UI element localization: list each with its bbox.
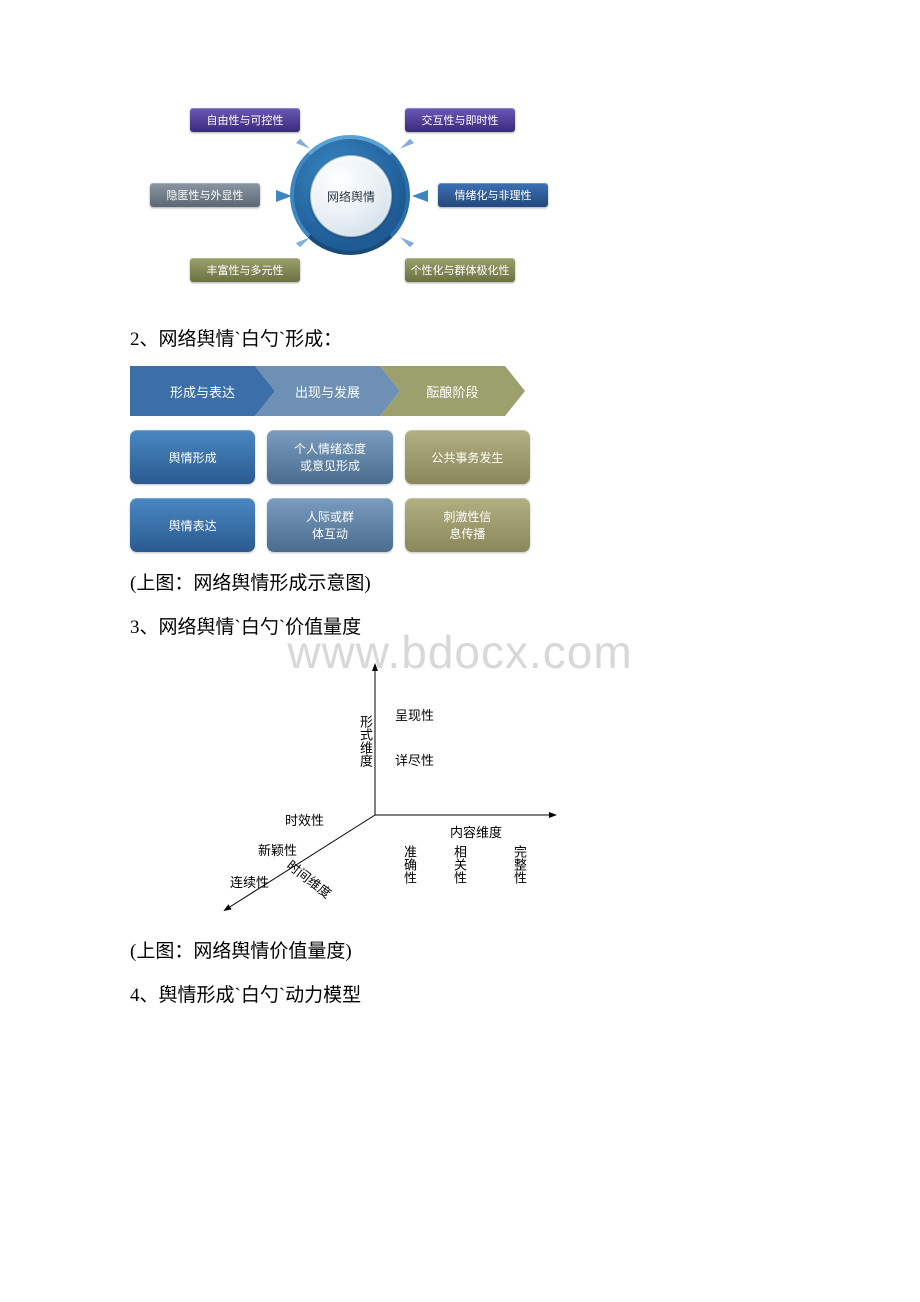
arrow-icon [396,139,414,157]
card-row-1: 舆情形成 个人情绪态度 或意见形成 公共事务发生 [130,430,530,484]
hub-pill-bottom-right: 个性化与群体极化性 [405,258,515,282]
pill-label: 交互性与即时性 [422,112,499,128]
arrow-icon [412,190,428,202]
card: 个人情绪态度 或意见形成 [267,430,392,484]
pill-label: 丰富性与多元性 [207,262,284,278]
pill-label: 隐匿性与外显性 [167,187,244,203]
card: 刺激性信 息传播 [405,498,530,552]
axis-diag-item: 新颖性 [258,840,297,859]
chevron-2: 出现与发展 [255,366,400,416]
card-row-2: 舆情表达 人际或群 体互动 刺激性信 息传播 [130,498,530,552]
hub-pill-right: 情绪化与非理性 [438,183,548,207]
card: 舆情表达 [130,498,255,552]
chevron-3: 酝酿阶段 [380,366,525,416]
hub-pill-left: 隐匿性与外显性 [150,183,260,207]
axis-x-name: 内容维度 [450,822,502,841]
arrow-icon [396,229,414,247]
card-label: 公共事务发生 [431,449,503,466]
hub-center: 网络舆情 [310,155,392,237]
axis-x-item: 准确性 [400,845,419,884]
card-label: 人际或群 体互动 [306,508,354,542]
card-label: 舆情表达 [169,517,217,534]
card: 舆情形成 [130,430,255,484]
chevron-label: 酝酿阶段 [426,382,478,401]
pill-label: 情绪化与非理性 [455,187,532,203]
caption-3: (上图：网络舆情价值量度) [130,934,790,970]
chevron-label: 形成与表达 [170,382,235,401]
card: 公共事务发生 [405,430,530,484]
hub-center-label: 网络舆情 [327,188,375,205]
caption-2: (上图：网络舆情形成示意图) [130,566,790,602]
hub-pill-bottom-left: 丰富性与多元性 [190,258,300,282]
pill-label: 自由性与可控性 [207,112,284,128]
axis-y-item: 详尽性 [395,750,434,769]
chevron-row: 形成与表达 出现与发展 酝酿阶段 [130,366,530,416]
axis-diag-item: 连续性 [230,872,269,891]
axis-diag-item: 时效性 [285,810,324,829]
arrow-icon [276,190,292,202]
pill-label: 个性化与群体极化性 [411,262,510,278]
axis-x-item: 完整性 [510,845,529,884]
chevron-label: 出现与发展 [295,382,360,401]
section-3-heading: 3、网络舆情`白勺`价值量度 [130,610,790,646]
card-label: 舆情形成 [169,449,217,466]
card-label: 刺激性信 息传播 [443,508,491,542]
axis-y-item: 呈现性 [395,705,434,724]
hub-pill-top-left: 自由性与可控性 [190,108,300,132]
card: 人际或群 体互动 [267,498,392,552]
hub-pill-top-right: 交互性与即时性 [405,108,515,132]
section-2-heading: 2、网络舆情`白勺`形成： [130,322,790,358]
axis-x-item: 相关性 [450,845,469,884]
axis-y-name: 形式维度 [356,715,375,767]
section-4-heading: 4、舆情形成`白勺`动力模型 [130,978,790,1014]
axis-diagram: 形式维度 呈现性 详尽性 内容维度 准确性 相关性 完整性 时间维度 时效性 新… [210,660,570,920]
chevron-1: 形成与表达 [130,366,275,416]
card-label: 个人情绪态度 或意见形成 [294,440,366,474]
hub-diagram: 网络舆情 自由性与可控性 交互性与即时性 隐匿性与外显性 情绪化与非理性 丰富性… [150,90,530,300]
process-diagram: 形成与表达 出现与发展 酝酿阶段 舆情形成 个人情绪态度 或意见形成 [130,366,530,552]
